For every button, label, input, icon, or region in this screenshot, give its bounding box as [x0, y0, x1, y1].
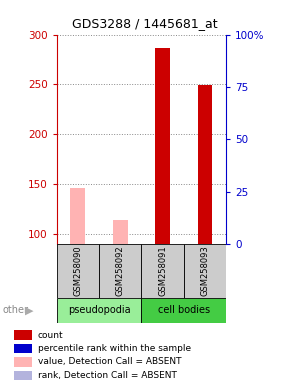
Text: GSM258093: GSM258093 — [200, 245, 209, 296]
Bar — [142, 298, 226, 323]
Bar — [14, 371, 32, 380]
Bar — [155, 48, 170, 244]
Text: GSM258090: GSM258090 — [73, 245, 82, 296]
Text: GSM258092: GSM258092 — [116, 245, 125, 296]
Text: pseudopodia: pseudopodia — [68, 305, 130, 315]
Text: GDS3288 / 1445681_at: GDS3288 / 1445681_at — [72, 17, 218, 30]
Text: value, Detection Call = ABSENT: value, Detection Call = ABSENT — [38, 358, 182, 366]
Bar — [113, 220, 128, 244]
Bar — [142, 244, 184, 298]
Bar — [57, 298, 142, 323]
Bar — [57, 244, 99, 298]
Text: count: count — [38, 331, 64, 339]
Bar — [99, 244, 142, 298]
Bar — [14, 344, 32, 353]
Text: other: other — [3, 305, 29, 315]
Text: rank, Detection Call = ABSENT: rank, Detection Call = ABSENT — [38, 371, 177, 380]
Text: cell bodies: cell bodies — [158, 305, 210, 315]
Bar — [197, 85, 212, 244]
Text: percentile rank within the sample: percentile rank within the sample — [38, 344, 191, 353]
Bar — [14, 357, 32, 367]
Text: GSM258091: GSM258091 — [158, 245, 167, 296]
Bar — [70, 188, 85, 244]
Bar — [184, 244, 226, 298]
Bar — [14, 330, 32, 340]
Text: ▶: ▶ — [25, 305, 33, 315]
